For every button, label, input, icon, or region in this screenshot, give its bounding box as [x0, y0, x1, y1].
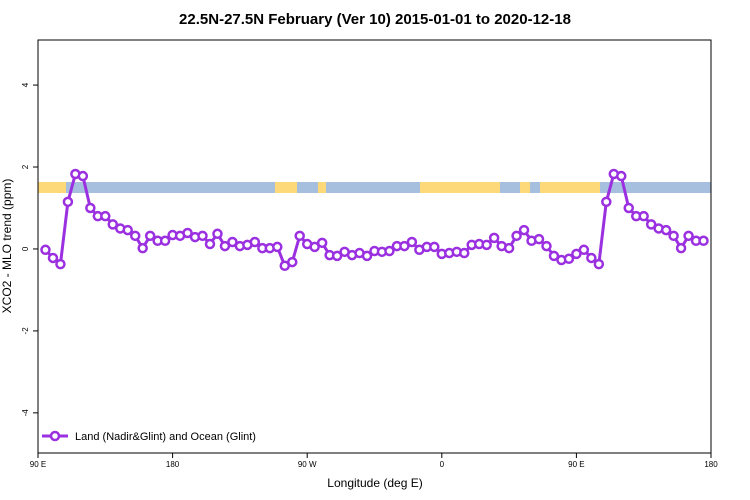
data-point — [331, 250, 343, 262]
data-point — [77, 170, 89, 182]
data-point — [548, 250, 560, 262]
data-point — [47, 252, 59, 264]
surface-band — [38, 182, 711, 193]
data-point — [122, 224, 133, 236]
data-point — [660, 224, 672, 236]
plot-frame — [37, 39, 712, 454]
x-tick-label: 90 E — [30, 460, 46, 469]
x-tick-label: 90 E — [568, 460, 584, 469]
data-point — [668, 230, 679, 242]
legend: Land (Nadir&Glint) and Ocean (Glint) — [42, 430, 256, 443]
y-tick-label: -4 — [21, 409, 30, 417]
y-axis-label: XCO2 - MLO trend (ppm) — [0, 179, 14, 314]
data-point — [593, 258, 605, 270]
data-point — [182, 227, 193, 239]
data-point — [503, 242, 515, 254]
data-point — [601, 196, 612, 208]
data-point — [645, 219, 657, 230]
data-point — [675, 242, 687, 254]
data-point — [286, 256, 298, 268]
data-point — [429, 241, 440, 253]
data-point — [571, 248, 582, 260]
data-point — [563, 253, 575, 265]
x-tick-label: 0 — [440, 460, 445, 469]
data-point — [481, 239, 492, 251]
data-point — [55, 258, 66, 270]
data-point — [40, 244, 51, 256]
data-point — [272, 241, 283, 253]
data-point — [129, 230, 141, 242]
data-point — [249, 236, 261, 248]
x-tick-label: 90 W — [298, 460, 317, 469]
y-tick-label: -2 — [21, 327, 30, 335]
data-point — [204, 238, 216, 250]
data-point — [406, 236, 418, 248]
data-point — [62, 196, 74, 208]
y-tick-label: 0 — [21, 246, 30, 251]
data-point — [144, 230, 156, 242]
legend-marker — [49, 430, 61, 442]
data-point — [212, 228, 223, 240]
data-point — [85, 202, 96, 214]
x-tick-label: 180 — [704, 460, 718, 469]
data-point — [541, 240, 552, 252]
data-point — [586, 252, 597, 264]
data-point — [384, 245, 395, 257]
x-tick-label: 180 — [166, 460, 180, 469]
data-point — [309, 241, 320, 253]
data-point — [294, 230, 305, 242]
y-tick-label: 2 — [21, 164, 30, 169]
data-point — [638, 210, 649, 222]
data-point — [159, 235, 171, 247]
legend-label: Land (Nadir&Glint) and Ocean (Glint) — [75, 431, 256, 443]
data-point — [100, 210, 111, 222]
data-point — [219, 240, 231, 252]
data-point — [511, 230, 522, 242]
data-point — [518, 224, 530, 236]
data-point — [399, 240, 410, 252]
data-point — [137, 242, 148, 254]
data-point — [197, 230, 208, 242]
data-point — [533, 233, 545, 245]
data-point — [361, 250, 373, 262]
data-point — [458, 247, 470, 259]
data-point — [578, 244, 590, 256]
chart-title: 22.5N-27.5N February (Ver 10) 2015-01-01… — [179, 11, 571, 28]
y-tick-label: 4 — [21, 82, 30, 87]
data-point — [623, 202, 634, 214]
data-point — [107, 219, 119, 230]
data-point — [683, 230, 694, 242]
x-axis-label: Longitude (deg E) — [327, 476, 422, 490]
data-point — [698, 235, 709, 247]
data-point — [488, 232, 500, 244]
data-point — [316, 237, 328, 249]
data-point — [227, 236, 238, 248]
data-point — [616, 170, 627, 182]
